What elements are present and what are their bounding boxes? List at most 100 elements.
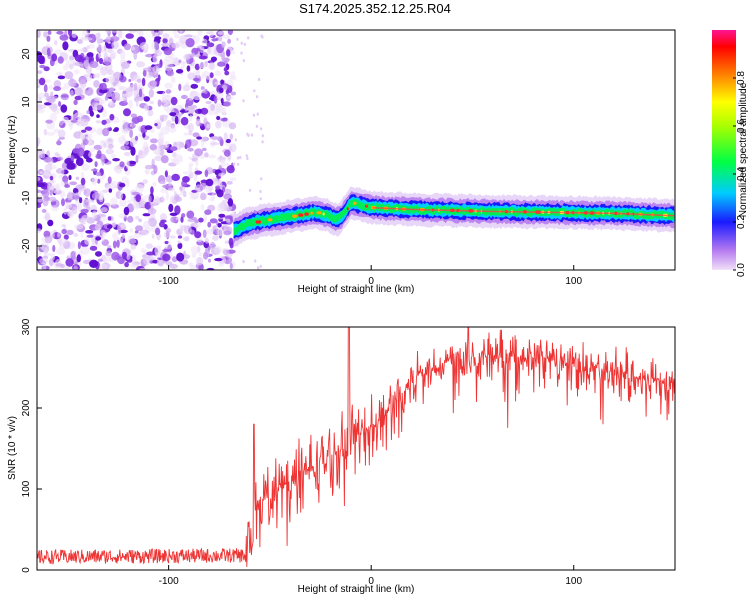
noise-blob bbox=[228, 237, 234, 246]
noise-blob bbox=[224, 215, 233, 220]
noise-blob bbox=[48, 84, 53, 90]
noise-blob bbox=[165, 191, 169, 201]
noise-blob bbox=[45, 119, 53, 124]
noise-blob bbox=[256, 112, 259, 116]
noise-blob bbox=[200, 192, 207, 201]
noise-blob bbox=[44, 212, 51, 222]
noise-blob bbox=[159, 114, 169, 119]
noise-blob bbox=[162, 253, 171, 262]
noise-blob bbox=[90, 176, 98, 184]
noise-blob bbox=[107, 143, 114, 149]
noise-blob bbox=[57, 156, 63, 161]
noise-blob bbox=[94, 102, 103, 111]
noise-blob bbox=[100, 216, 107, 222]
noise-blob bbox=[93, 144, 103, 150]
noise-blob bbox=[215, 120, 222, 129]
noise-blob bbox=[184, 107, 188, 112]
noise-blob bbox=[73, 69, 80, 75]
noise-blob bbox=[261, 134, 264, 138]
noise-blob bbox=[140, 231, 148, 237]
noise-blob bbox=[72, 206, 78, 215]
noise-blob bbox=[64, 71, 74, 80]
noise-blob bbox=[53, 128, 60, 133]
spectrogram-x-label: Height of straight line (km) bbox=[298, 284, 415, 295]
noise-blob bbox=[189, 139, 199, 147]
noise-blob bbox=[230, 71, 236, 79]
noise-blob bbox=[154, 155, 163, 162]
noise-blob bbox=[169, 112, 177, 117]
noise-blob bbox=[85, 157, 93, 163]
noise-blob bbox=[217, 61, 226, 67]
noise-blob bbox=[136, 61, 146, 68]
noise-blob bbox=[37, 251, 42, 256]
noise-blob bbox=[102, 127, 110, 137]
noise-blob bbox=[73, 265, 78, 270]
noise-blob bbox=[204, 237, 209, 244]
noise-blob bbox=[164, 240, 169, 245]
noise-blob bbox=[130, 113, 138, 118]
noise-blob bbox=[100, 66, 108, 76]
noise-blob bbox=[89, 148, 95, 152]
noise-blob bbox=[103, 124, 111, 129]
noise-blob bbox=[215, 185, 221, 190]
noise-blob bbox=[127, 199, 132, 204]
spectrogram-y-tick-label: -10 bbox=[21, 190, 32, 205]
noise-blob bbox=[206, 123, 211, 129]
noise-blob bbox=[242, 260, 245, 264]
noise-blob bbox=[261, 35, 264, 39]
noise-blob bbox=[117, 225, 122, 235]
noise-blob bbox=[37, 245, 47, 253]
noise-blob bbox=[221, 160, 225, 168]
snr-y-label: SNR (10 * v/v) bbox=[7, 416, 18, 480]
noise-blob bbox=[185, 38, 195, 48]
noise-blob bbox=[37, 194, 45, 203]
noise-blob bbox=[215, 37, 219, 41]
noise-blob bbox=[44, 247, 48, 256]
noise-blob bbox=[215, 91, 224, 99]
noise-blob bbox=[195, 118, 201, 127]
noise-blob bbox=[105, 148, 115, 155]
noise-blob bbox=[215, 104, 223, 112]
noise-blob bbox=[111, 41, 119, 50]
noise-blob bbox=[91, 192, 101, 200]
noise-blob bbox=[174, 205, 181, 215]
noise-blob bbox=[65, 201, 73, 209]
noise-blob bbox=[168, 124, 177, 133]
noise-blob bbox=[242, 59, 245, 63]
noise-blob bbox=[122, 90, 126, 95]
noise-blob bbox=[79, 118, 89, 127]
noise-blob bbox=[114, 185, 118, 189]
noise-blob bbox=[141, 77, 146, 87]
noise-blob bbox=[168, 203, 174, 213]
noise-blob bbox=[67, 210, 73, 217]
noise-blob bbox=[37, 92, 46, 99]
noise-blob bbox=[95, 236, 102, 241]
noise-blob bbox=[70, 155, 75, 162]
noise-blob bbox=[189, 171, 194, 179]
noise-blob bbox=[47, 219, 54, 227]
noise-blob bbox=[154, 123, 158, 127]
noise-blob bbox=[148, 88, 155, 98]
colorbar-tick-label: 0.2 bbox=[736, 215, 747, 229]
noise-blob bbox=[187, 123, 194, 132]
noise-blob bbox=[226, 96, 234, 100]
noise-blob bbox=[140, 198, 144, 206]
noise-blob bbox=[208, 103, 212, 112]
noise-blob bbox=[98, 194, 104, 203]
noise-blob bbox=[85, 199, 95, 203]
noise-blob bbox=[208, 154, 217, 159]
noise-blob bbox=[60, 104, 68, 113]
noise-blob bbox=[155, 227, 161, 236]
noise-blob bbox=[112, 240, 117, 249]
noise-blob bbox=[47, 96, 56, 104]
noise-blob bbox=[247, 133, 250, 137]
noise-blob bbox=[227, 198, 234, 207]
noise-blob bbox=[146, 251, 156, 256]
snr-y-tick-label: 300 bbox=[21, 318, 32, 335]
noise-blob bbox=[109, 113, 115, 121]
noise-blob bbox=[110, 181, 119, 186]
noise-blob bbox=[103, 52, 109, 60]
noise-blob bbox=[204, 169, 209, 178]
noise-blob bbox=[154, 36, 162, 40]
noise-blob bbox=[47, 30, 52, 35]
